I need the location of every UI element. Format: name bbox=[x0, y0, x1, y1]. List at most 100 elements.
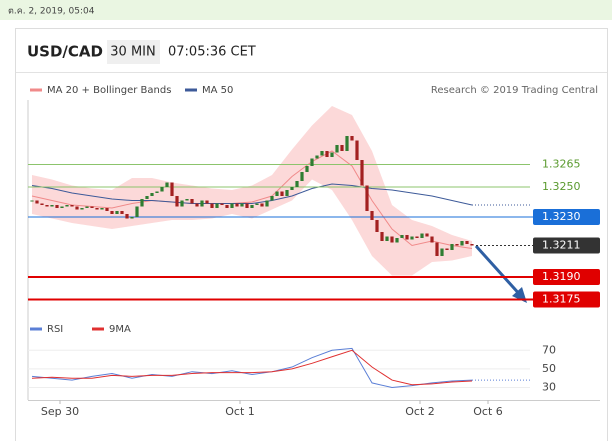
candle bbox=[195, 203, 199, 207]
candle bbox=[365, 185, 369, 211]
legend-label: MA 50 bbox=[202, 85, 233, 96]
candle bbox=[135, 206, 139, 217]
candle bbox=[430, 236, 434, 243]
candle bbox=[170, 182, 174, 196]
level-label: 1.3265 bbox=[542, 158, 581, 171]
candle bbox=[335, 145, 339, 153]
candle bbox=[405, 235, 409, 240]
candle bbox=[210, 203, 214, 208]
candle bbox=[75, 206, 79, 210]
legend-label: RSI bbox=[47, 324, 63, 335]
candle bbox=[300, 172, 304, 181]
candle bbox=[435, 242, 439, 256]
candle bbox=[125, 214, 129, 219]
candle bbox=[95, 208, 99, 210]
candle bbox=[265, 200, 269, 207]
candle bbox=[420, 233, 424, 238]
x-tick-label: Oct 1 bbox=[225, 405, 255, 418]
forecast-arrow bbox=[474, 244, 524, 299]
candle bbox=[30, 200, 34, 202]
candle bbox=[230, 203, 234, 208]
time: 07:05:36 CET bbox=[168, 45, 256, 60]
candle bbox=[275, 191, 279, 196]
x-tick-label: Oct 2 bbox=[405, 405, 435, 418]
candle bbox=[35, 200, 39, 204]
candle bbox=[280, 191, 284, 196]
level-label: 1.3250 bbox=[542, 180, 581, 193]
candle bbox=[50, 205, 54, 207]
candle bbox=[65, 205, 69, 207]
legend-label: MA 20 + Bollinger Bands bbox=[47, 85, 171, 96]
candle bbox=[70, 205, 74, 207]
pair: USD/CAD bbox=[27, 43, 103, 61]
candle bbox=[235, 203, 239, 207]
candle bbox=[380, 232, 384, 241]
candle bbox=[370, 211, 374, 220]
candle bbox=[395, 238, 399, 243]
ma20-line bbox=[31, 150, 473, 249]
candle bbox=[85, 206, 89, 208]
legend-label: 9MA bbox=[109, 324, 131, 335]
candle bbox=[390, 236, 394, 243]
candle bbox=[285, 190, 289, 196]
candle bbox=[255, 203, 259, 205]
candle bbox=[260, 203, 264, 207]
candle bbox=[175, 196, 179, 207]
candle bbox=[425, 233, 429, 237]
candle bbox=[355, 140, 359, 160]
candle bbox=[40, 203, 44, 205]
candle bbox=[180, 200, 184, 207]
candle bbox=[345, 136, 349, 151]
candle bbox=[245, 203, 249, 208]
candle bbox=[305, 166, 309, 172]
candle bbox=[200, 200, 204, 207]
candle bbox=[155, 191, 159, 193]
candle bbox=[165, 182, 169, 187]
candle bbox=[220, 203, 224, 205]
candle bbox=[145, 196, 149, 199]
candle bbox=[120, 211, 124, 214]
level-box bbox=[533, 237, 600, 254]
candle bbox=[80, 208, 84, 210]
candle bbox=[450, 244, 454, 250]
credit: Research © 2019 Trading Central bbox=[431, 85, 598, 96]
candle bbox=[315, 155, 319, 159]
candle bbox=[470, 244, 474, 246]
candle bbox=[360, 160, 364, 186]
level-box bbox=[533, 209, 600, 225]
candle bbox=[350, 136, 354, 141]
candle bbox=[320, 151, 324, 156]
candle bbox=[310, 158, 314, 166]
candle bbox=[90, 206, 94, 208]
rsi-line bbox=[31, 349, 473, 386]
level-label: 1.3175 bbox=[542, 293, 581, 306]
level-box bbox=[533, 269, 600, 285]
bollinger-band bbox=[32, 106, 472, 276]
candle bbox=[150, 193, 154, 196]
interval: 30 MIN bbox=[110, 45, 155, 60]
candle bbox=[110, 211, 114, 214]
candle bbox=[415, 236, 419, 238]
candle bbox=[105, 208, 109, 211]
level-label: 1.3190 bbox=[542, 270, 581, 283]
level-label: 1.3211 bbox=[542, 239, 581, 252]
candle bbox=[190, 199, 194, 204]
rsi-tick-label: 30 bbox=[542, 381, 556, 394]
candle bbox=[55, 205, 59, 208]
candle bbox=[205, 200, 209, 204]
candle bbox=[295, 181, 299, 187]
candle bbox=[100, 208, 104, 210]
x-tick-label: Sep 30 bbox=[41, 405, 79, 418]
level-box bbox=[533, 291, 600, 308]
candle bbox=[445, 248, 449, 250]
candle bbox=[185, 199, 189, 201]
timestamp: ต.ค. 2, 2019, 05:04 bbox=[8, 7, 95, 17]
candle bbox=[215, 203, 219, 208]
candle bbox=[440, 248, 444, 256]
ma50-line bbox=[31, 183, 473, 206]
candle bbox=[330, 152, 334, 157]
candle bbox=[240, 203, 244, 207]
candle bbox=[115, 211, 119, 214]
